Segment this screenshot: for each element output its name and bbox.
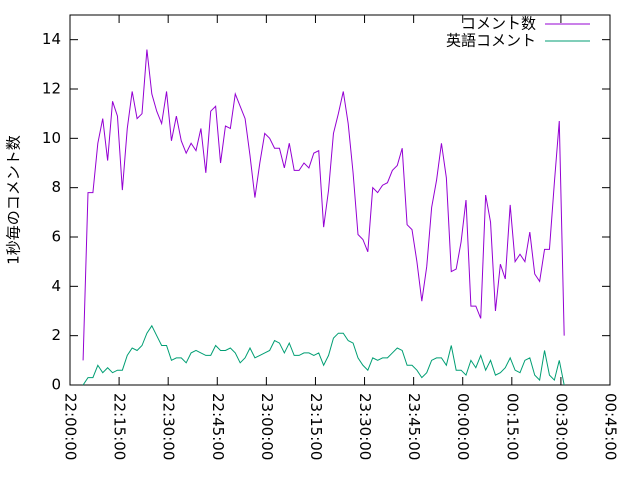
legend-label: コメント数: [461, 15, 536, 33]
x-tick-label: 00:45:00: [602, 393, 620, 460]
y-axis-label: 1秒毎のコメント数: [5, 135, 23, 265]
series-line: [82, 49, 565, 361]
x-tick-label: 22:45:00: [209, 393, 227, 460]
y-tick-label: 14: [42, 30, 61, 48]
series-line: [82, 324, 565, 386]
y-tick-label: 6: [51, 228, 61, 246]
x-tick-label: 00:00:00: [454, 393, 472, 460]
x-tick-label: 23:30:00: [356, 393, 374, 460]
x-tick-label: 23:15:00: [307, 393, 325, 460]
x-tick-label: 22:00:00: [62, 393, 80, 460]
legend-label: 英語コメント: [446, 32, 536, 50]
x-tick-label: 23:45:00: [405, 393, 423, 460]
x-tick-label: 00:15:00: [503, 393, 521, 460]
plot-border: [69, 14, 611, 386]
x-tick-label: 23:00:00: [258, 393, 276, 460]
y-tick-label: 2: [51, 326, 61, 344]
y-tick-label: 12: [42, 80, 61, 98]
y-tick-label: 10: [42, 129, 61, 147]
x-tick-label: 22:15:00: [111, 393, 129, 460]
x-tick-label: 22:30:00: [160, 393, 178, 460]
y-tick-label: 0: [51, 376, 61, 394]
y-tick-label: 4: [51, 277, 61, 295]
y-tick-label: 8: [51, 178, 61, 196]
x-tick-label: 00:30:00: [552, 393, 570, 460]
